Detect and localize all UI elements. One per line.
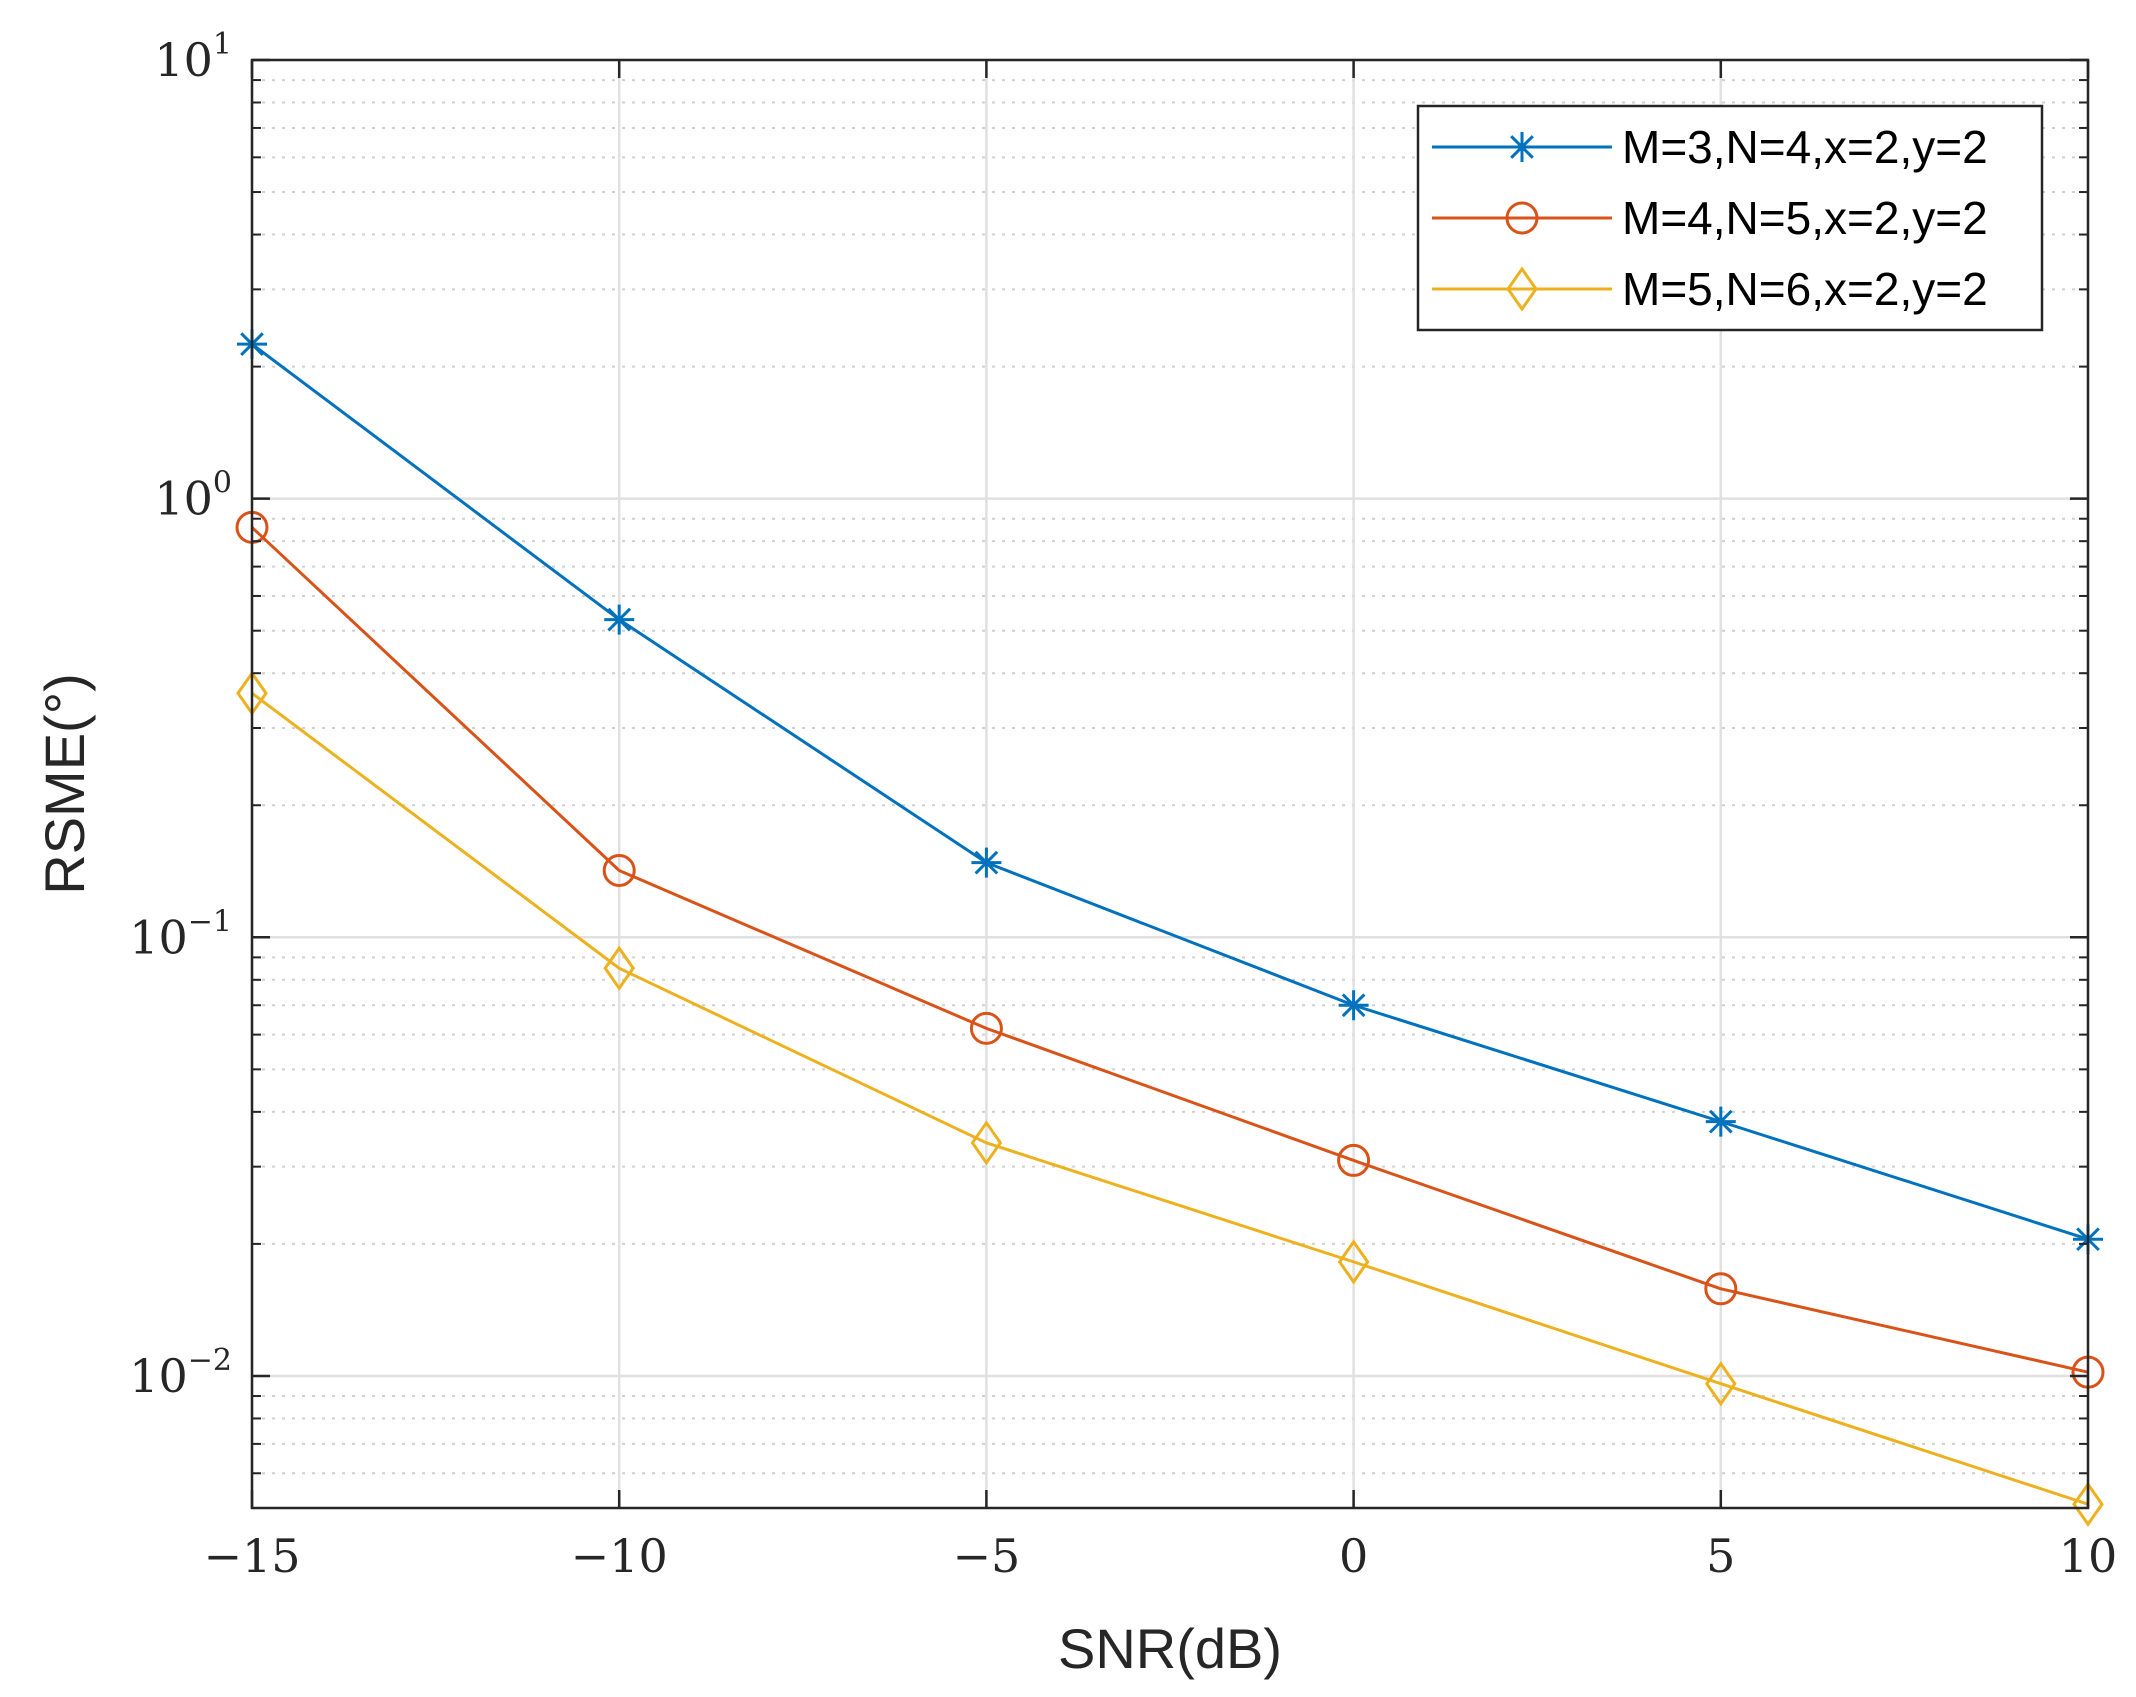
legend-label: M=4,N=5,x=2,y=2 bbox=[1622, 192, 1988, 244]
legend-label: M=3,N=4,x=2,y=2 bbox=[1622, 121, 1988, 173]
legend-label: M=5,N=6,x=2,y=2 bbox=[1622, 263, 1988, 315]
data-point bbox=[969, 1011, 1003, 1045]
series-line bbox=[251, 692, 2089, 1506]
axis-ticks bbox=[250, 58, 2090, 1509]
data-point bbox=[1704, 1361, 1737, 1407]
series-layer bbox=[235, 329, 2105, 1527]
x-axis-title: SNR(dB) bbox=[1058, 1617, 1282, 1680]
x-tick-label: −10 bbox=[571, 1529, 668, 1583]
data-point bbox=[1705, 1106, 1736, 1137]
legend: M=3,N=4,x=2,y=2 M=4,N=5,x=2,y=2 M=5,N=6,x=… bbox=[1416, 104, 2044, 332]
axes-box bbox=[250, 58, 2090, 1510]
x-tick-label: 0 bbox=[1339, 1529, 1368, 1583]
legend-marker bbox=[1506, 266, 1538, 312]
data-point bbox=[1337, 1143, 1371, 1177]
data-point bbox=[602, 854, 636, 888]
legend-marker bbox=[1507, 132, 1537, 162]
legend-item: M=3,N=4,x=2,y=2 bbox=[1432, 121, 1988, 173]
legend-item: M=4,N=5,x=2,y=2 bbox=[1432, 192, 1988, 244]
y-axis-title: RSME(°) bbox=[33, 673, 96, 894]
data-point bbox=[603, 945, 636, 991]
data-point bbox=[971, 847, 1002, 878]
data-point bbox=[604, 604, 635, 635]
series-line bbox=[250, 526, 2089, 1374]
x-tick-label: −15 bbox=[203, 1529, 300, 1583]
data-point bbox=[2072, 1481, 2104, 1527]
data-point bbox=[1337, 1239, 1370, 1285]
x-tick-label: 5 bbox=[1706, 1529, 1735, 1583]
x-tick-labels: −15 −10 −5 0 5 10 bbox=[203, 1529, 2117, 1583]
data-point bbox=[1338, 990, 1369, 1021]
data-point bbox=[1704, 1272, 1738, 1306]
legend-item: M=5,N=6,x=2,y=2 bbox=[1432, 263, 1988, 315]
x-tick-label: −5 bbox=[952, 1529, 1020, 1583]
legend-marker bbox=[1505, 201, 1539, 235]
data-point bbox=[970, 1120, 1003, 1166]
y-tick-label: 100 bbox=[154, 466, 232, 526]
series-line bbox=[251, 342, 2089, 1241]
x-tick-label: 10 bbox=[2059, 1529, 2118, 1583]
